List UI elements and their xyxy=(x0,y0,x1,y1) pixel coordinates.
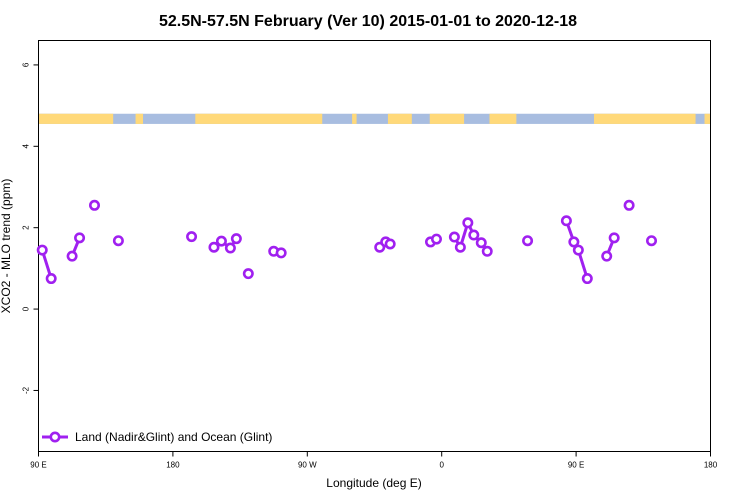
data-point xyxy=(608,232,620,244)
ocean-band xyxy=(38,113,711,124)
data-point xyxy=(623,199,635,211)
data-point xyxy=(430,233,442,245)
y-tick-label: 6 xyxy=(22,62,31,67)
land-band xyxy=(352,113,357,124)
x-tick-label: 180 xyxy=(704,461,718,470)
land-band xyxy=(594,113,696,124)
series-layer xyxy=(36,199,658,285)
y-axis: -2 0 2 4 6 xyxy=(22,62,39,394)
data-point xyxy=(560,215,572,227)
data-point xyxy=(275,247,287,259)
data-point xyxy=(242,268,254,280)
legend: Land (Nadir&Glint) and Ocean (Glint) xyxy=(42,430,272,444)
data-point xyxy=(462,217,474,229)
land-ocean-strip xyxy=(38,113,711,124)
y-tick-label: 4 xyxy=(22,144,31,149)
y-axis-label: XCO2 - MLO trend (ppm) xyxy=(0,179,13,314)
data-point xyxy=(36,244,48,256)
land-band xyxy=(135,113,144,124)
legend-label: Land (Nadir&Glint) and Ocean (Glint) xyxy=(75,430,272,444)
y-tick-label: 0 xyxy=(22,306,31,311)
land-band xyxy=(387,113,412,124)
land-band xyxy=(195,113,323,124)
x-axis: 90 E 180 90 W 0 90 E 180 xyxy=(30,451,718,470)
land-band xyxy=(429,113,465,124)
data-point xyxy=(215,235,227,247)
x-tick-label: 180 xyxy=(166,461,180,470)
x-tick-label: 0 xyxy=(439,461,444,470)
land-band xyxy=(704,113,711,124)
plot-frame xyxy=(38,40,711,452)
data-point xyxy=(45,273,57,285)
data-point xyxy=(475,237,487,249)
data-point xyxy=(384,238,396,250)
chart-title: 52.5N-57.5N February (Ver 10) 2015-01-01… xyxy=(159,13,577,30)
data-point xyxy=(454,241,466,253)
data-point xyxy=(66,250,78,262)
data-point xyxy=(522,235,534,247)
data-point xyxy=(208,241,220,253)
data-point xyxy=(581,273,593,285)
data-point xyxy=(89,199,101,211)
data-point xyxy=(572,244,584,256)
y-tick-label: 2 xyxy=(22,225,31,230)
data-point xyxy=(224,242,236,254)
data-point xyxy=(481,245,493,257)
land-band xyxy=(489,113,517,124)
data-point xyxy=(646,235,658,247)
y-tick-label: -2 xyxy=(22,386,31,394)
x-tick-label: 90 E xyxy=(30,461,46,470)
legend-marker xyxy=(49,431,61,443)
data-point xyxy=(568,236,580,248)
x-axis-label: Longitude (deg E) xyxy=(326,476,421,490)
data-point xyxy=(186,231,198,243)
x-tick-label: 90 E xyxy=(568,461,584,470)
data-point xyxy=(230,233,242,245)
land-band xyxy=(38,113,114,124)
data-point xyxy=(112,235,124,247)
x-tick-label: 90 W xyxy=(298,461,317,470)
data-point xyxy=(601,250,613,262)
data-point xyxy=(468,229,480,241)
data-point xyxy=(448,231,460,243)
data-point xyxy=(74,232,86,244)
